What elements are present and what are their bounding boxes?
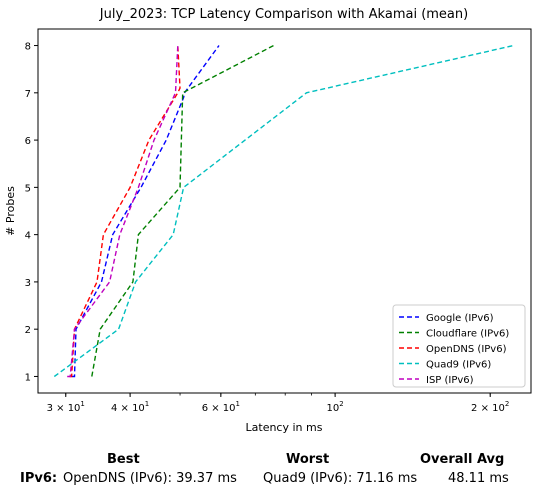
best-value: OpenDNS (IPv6): 39.37 ms — [63, 471, 237, 486]
y-tick-label: 2 — [25, 325, 31, 336]
legend-label: Cloudflare (IPv6) — [426, 329, 509, 340]
legend-label: Quad9 (IPv6) — [426, 360, 491, 371]
best-header: Best — [107, 452, 140, 467]
y-tick-label: 1 — [25, 372, 31, 383]
x-tick-label: 4 × 101 — [111, 400, 149, 414]
overall-avg-value: 48.11 ms — [448, 471, 509, 486]
worst-value: Quad9 (IPv6): 71.16 ms — [263, 471, 417, 486]
x-tick-label: 102 — [327, 400, 344, 414]
y-tick-label: 3 — [25, 278, 31, 289]
x-tick-label: 6 × 101 — [202, 400, 240, 414]
latency-chart: July_2023: TCP Latency Comparison with A… — [0, 0, 541, 440]
y-tick-label: 4 — [25, 231, 31, 242]
y-axis: 1 2 3 4 5 6 7 8 — [25, 42, 38, 384]
x-tick-label: 2 × 102 — [471, 400, 509, 414]
y-axis-label: # Probes — [4, 186, 17, 236]
y-tick-label: 5 — [25, 183, 31, 194]
x-axis-label: Latency in ms — [246, 421, 323, 434]
x-tick-label: 3 × 101 — [47, 400, 85, 414]
y-tick-label: 7 — [25, 89, 31, 100]
series-line-google-ipv6 — [72, 46, 219, 377]
y-tick-label: 8 — [25, 42, 31, 53]
series-line-isp-ipv6 — [67, 46, 178, 377]
legend-label: Google (IPv6) — [426, 313, 494, 324]
chart-title: July_2023: TCP Latency Comparison with A… — [99, 7, 468, 22]
row-label: IPv6: — [20, 471, 57, 486]
y-tick-label: 6 — [25, 136, 31, 147]
legend-label: OpenDNS (IPv6) — [426, 344, 507, 355]
series-line-opendns-ipv6 — [70, 46, 181, 377]
overall-avg-header: Overall Avg — [420, 452, 504, 467]
worst-header: Worst — [286, 452, 329, 467]
legend-label: ISP (IPv6) — [426, 375, 474, 386]
legend: Google (IPv6) Cloudflare (IPv6) OpenDNS (I… — [393, 305, 525, 387]
x-axis: 3 × 101 4 × 101 6 × 101 102 2 × 102 — [47, 393, 510, 414]
